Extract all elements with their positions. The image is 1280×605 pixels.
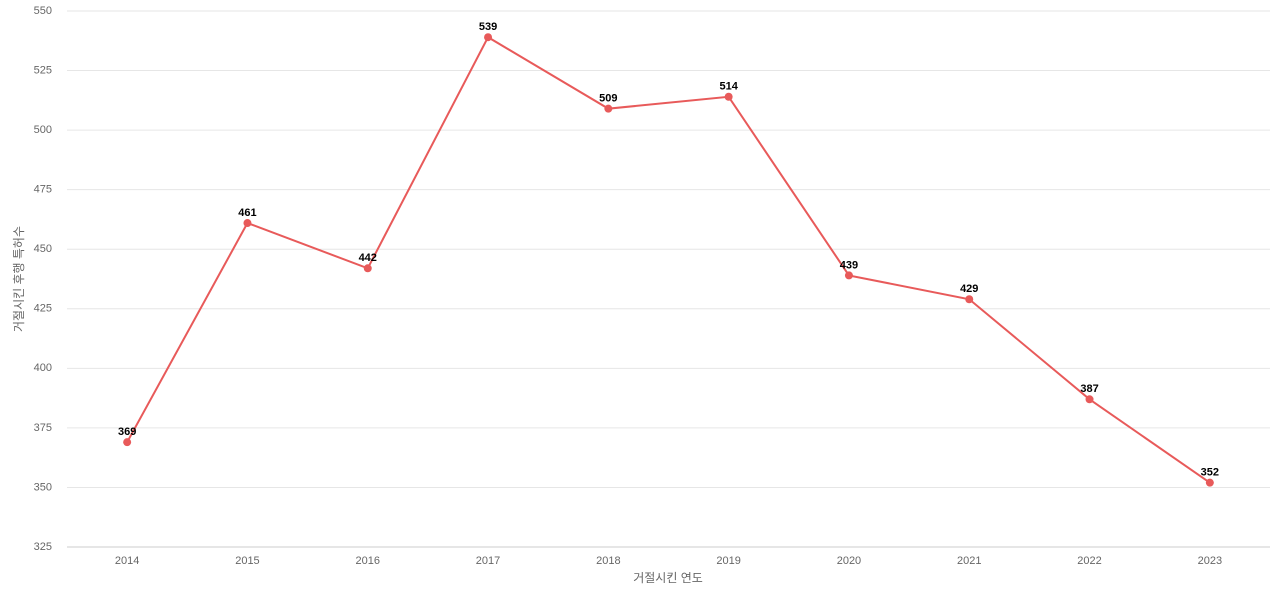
data-label: 439	[840, 259, 858, 271]
data-label: 429	[960, 283, 978, 295]
x-tick-label: 2017	[476, 555, 500, 567]
point	[965, 295, 974, 304]
point	[1085, 395, 1094, 404]
x-tick-label: 2015	[235, 555, 259, 567]
point	[123, 438, 132, 447]
y-tick-label: 425	[34, 303, 52, 315]
point	[363, 264, 372, 273]
point	[1205, 478, 1214, 487]
y-tick-label: 550	[34, 5, 52, 17]
y-axis-title: 거절시킨 후행 특허수	[11, 226, 26, 332]
data-label: 387	[1080, 383, 1098, 395]
point	[844, 271, 853, 280]
point	[484, 33, 493, 42]
data-label: 514	[719, 81, 738, 93]
y-tick-label: 475	[34, 184, 52, 196]
data-label: 539	[479, 21, 497, 33]
point	[243, 219, 252, 228]
point	[604, 104, 613, 113]
point	[724, 92, 733, 101]
x-tick-label: 2023	[1198, 555, 1222, 567]
y-tick-label: 450	[34, 243, 52, 255]
x-tick-label: 2020	[837, 555, 861, 567]
x-tick-label: 2016	[356, 555, 380, 567]
y-tick-label: 500	[34, 124, 52, 136]
x-tick-label: 2014	[115, 555, 139, 567]
y-tick-label: 350	[34, 481, 52, 493]
x-tick-label: 2021	[957, 555, 981, 567]
x-tick-label: 2022	[1077, 555, 1101, 567]
data-label: 369	[118, 426, 136, 438]
data-label: 461	[238, 207, 256, 219]
data-label: 442	[359, 252, 377, 264]
line	[126, 35, 1211, 484]
data-label: 509	[599, 93, 617, 105]
x-tick-label: 2018	[596, 555, 620, 567]
x-tick-label: 2019	[716, 555, 740, 567]
data-label: 352	[1201, 467, 1219, 479]
y-tick-label: 525	[34, 64, 52, 76]
y-tick-label: 325	[34, 541, 52, 553]
y-tick-label: 375	[34, 422, 52, 434]
y-tick-label: 400	[34, 362, 52, 374]
x-axis-title: 거절시킨 연도	[633, 571, 703, 585]
